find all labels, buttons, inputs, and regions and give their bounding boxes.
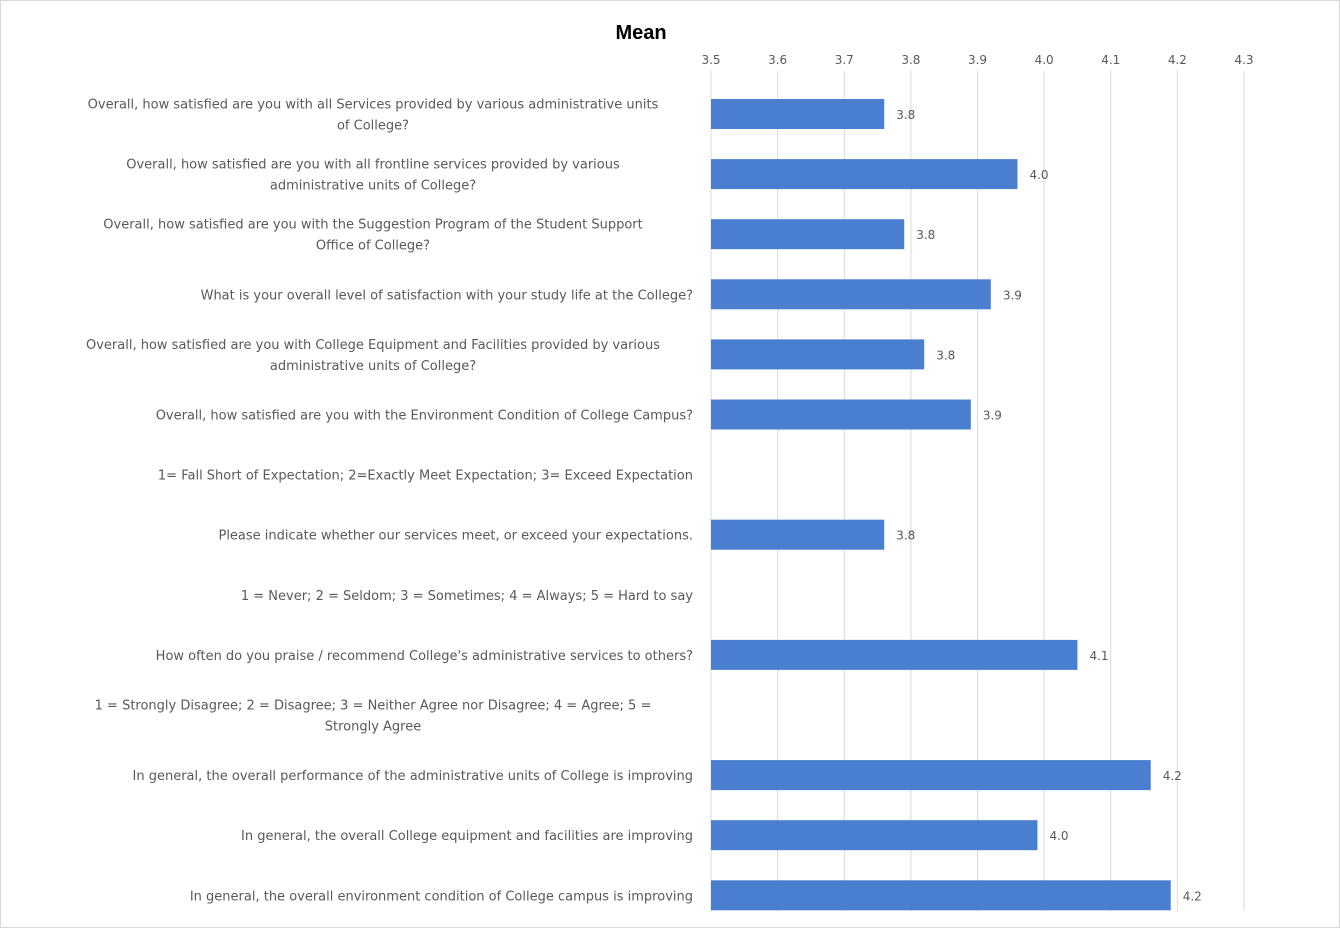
x-tick-label: 3.9 xyxy=(968,53,987,67)
data-label: 3.8 xyxy=(936,348,955,362)
bar xyxy=(711,820,1038,851)
x-tick-label: 4.3 xyxy=(1234,53,1253,67)
x-axis-tick-labels: 3.5 3.6 3.7 3.8 3.9 4.0 4.1 4.2 4.3 xyxy=(701,53,1253,67)
category-label-line: 1 = Never; 2 = Seldom; 3 = Sometimes; 4 … xyxy=(241,589,693,604)
data-label: 4.0 xyxy=(1049,829,1068,843)
category-label: In general, the overall College equipmen… xyxy=(241,829,693,844)
category-label-line: Overall, how satisfied are you with Coll… xyxy=(86,338,660,353)
category-label: 1 = Strongly Disagree; 2 = Disagree; 3 =… xyxy=(95,699,652,735)
chart-title: Mean xyxy=(615,22,666,44)
bars: 3.8 4.0 3.8 3.9 3.8 3.9 3.8 4.1 4.2 4.0 4.2 xyxy=(711,99,1202,911)
x-tick-label: 4.2 xyxy=(1168,53,1187,67)
category-label-line: Please indicate whether our services mee… xyxy=(218,529,693,544)
category-label-line: What is your overall level of satisfacti… xyxy=(201,288,693,303)
category-label-line: 1= Fall Short of Expectation; 2=Exactly … xyxy=(158,469,693,484)
data-label: 3.8 xyxy=(896,529,915,543)
category-label-line: Overall, how satisfied are you with the … xyxy=(103,218,642,233)
data-label: 3.8 xyxy=(896,108,915,122)
category-label-line: Office of College? xyxy=(316,239,430,254)
bar xyxy=(711,399,971,430)
bar xyxy=(711,880,1171,911)
bar xyxy=(711,99,885,129)
x-tick-label: 4.0 xyxy=(1035,53,1054,67)
data-label: 4.0 xyxy=(1029,168,1048,182)
category-label: Overall, how satisfied are you with the … xyxy=(156,409,693,424)
bar xyxy=(711,279,991,310)
bar xyxy=(711,519,885,550)
category-label: Overall, how satisfied are you with Coll… xyxy=(86,338,660,374)
category-label-line: of College? xyxy=(337,119,409,134)
category-label: In general, the overall environment cond… xyxy=(190,889,693,904)
category-label-line: Overall, how satisfied are you with all … xyxy=(88,98,659,113)
data-label: 3.8 xyxy=(916,228,935,242)
category-label-line: In general, the overall performance of t… xyxy=(133,769,693,784)
data-label: 4.1 xyxy=(1089,649,1108,663)
category-label: In general, the overall performance of t… xyxy=(133,769,693,784)
category-label: Please indicate whether our services mee… xyxy=(218,529,693,544)
category-label-line: Overall, how satisfied are you with the … xyxy=(156,409,693,424)
category-label-line: administrative units of College? xyxy=(270,179,476,194)
category-label: Overall, how satisfied are you with the … xyxy=(103,218,642,254)
category-label: Overall, how satisfied are you with all … xyxy=(126,158,620,194)
category-label-line: Strongly Agree xyxy=(325,720,422,735)
x-tick-label: 3.7 xyxy=(835,53,854,67)
category-label-line: In general, the overall environment cond… xyxy=(190,889,693,904)
bar xyxy=(711,219,905,250)
category-label: Overall, how satisfied are you with all … xyxy=(88,98,659,134)
bar xyxy=(711,159,1018,190)
gridlines xyxy=(710,71,1245,911)
category-label-line: In general, the overall College equipmen… xyxy=(241,829,693,844)
category-label-line: Overall, how satisfied are you with all … xyxy=(126,158,620,173)
data-label: 4.2 xyxy=(1163,769,1182,783)
x-tick-label: 3.5 xyxy=(701,53,720,67)
category-label: What is your overall level of satisfacti… xyxy=(201,288,693,303)
bar xyxy=(711,639,1078,670)
data-label: 4.2 xyxy=(1183,889,1202,903)
data-label: 3.9 xyxy=(983,409,1002,423)
x-tick-label: 4.1 xyxy=(1101,53,1120,67)
data-label: 3.9 xyxy=(1003,288,1022,302)
bar xyxy=(711,760,1151,791)
category-labels: Overall, how satisfied are you with all … xyxy=(86,98,693,905)
bar xyxy=(711,339,925,370)
x-tick-label: 3.6 xyxy=(768,53,787,67)
category-label: 1= Fall Short of Expectation; 2=Exactly … xyxy=(158,469,693,484)
x-tick-label: 3.8 xyxy=(901,53,920,67)
category-label-line: 1 = Strongly Disagree; 2 = Disagree; 3 =… xyxy=(95,699,652,714)
category-label: How often do you praise / recommend Coll… xyxy=(156,649,693,664)
category-label-line: administrative units of College? xyxy=(270,359,476,374)
category-label: 1 = Never; 2 = Seldom; 3 = Sometimes; 4 … xyxy=(241,589,693,604)
category-label-line: How often do you praise / recommend Coll… xyxy=(156,649,693,664)
